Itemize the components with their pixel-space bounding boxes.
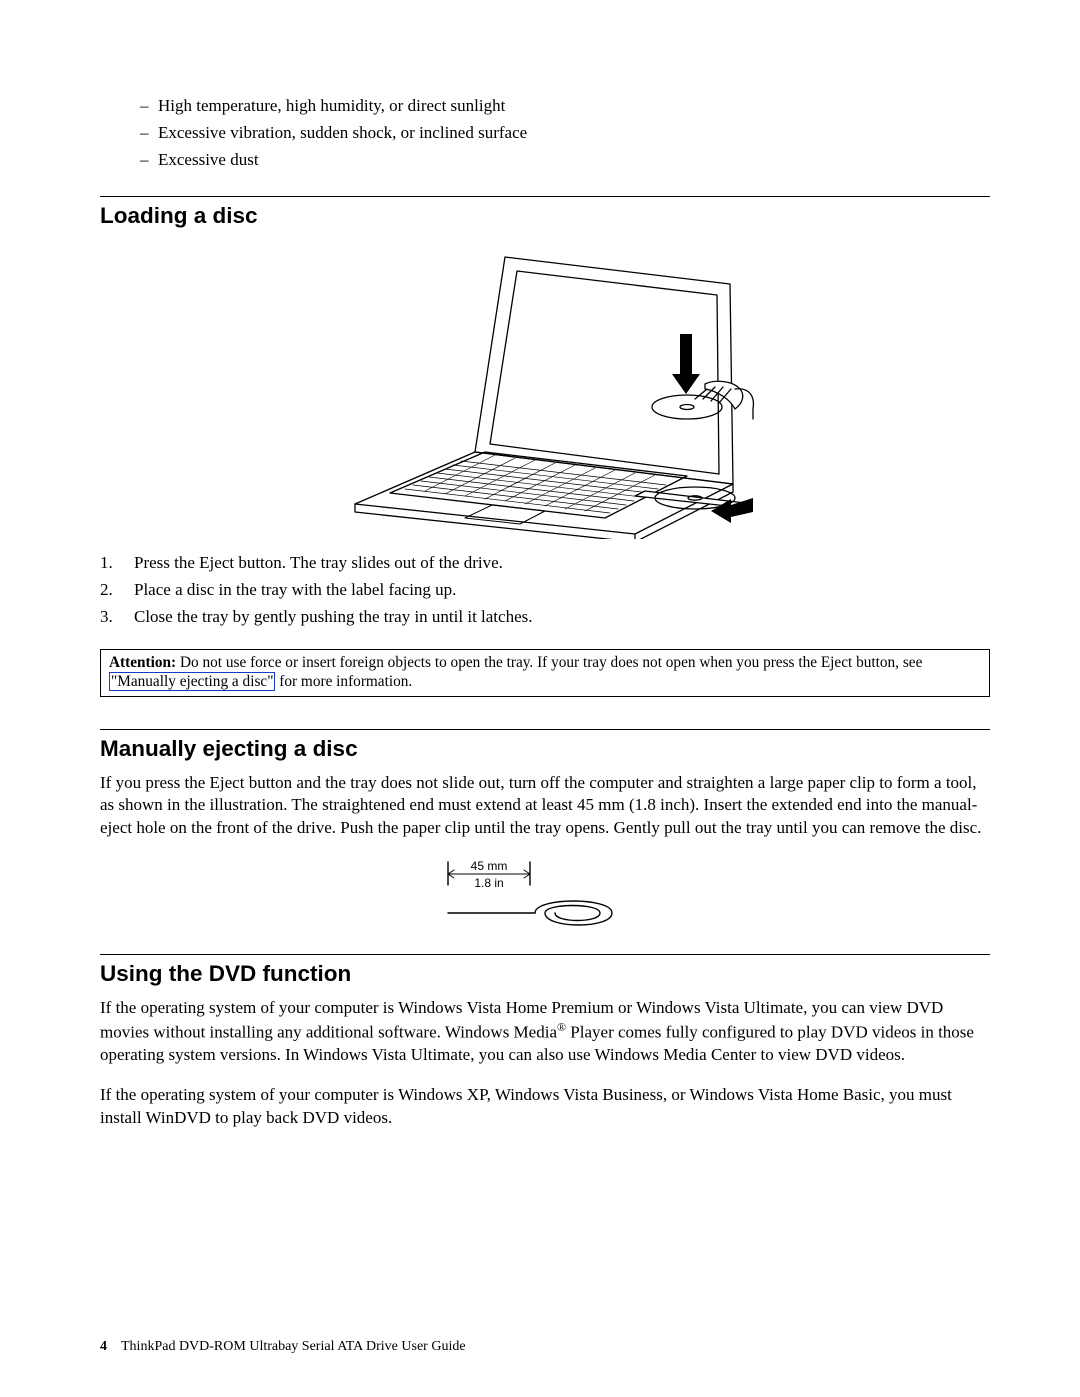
section-divider [100, 954, 990, 955]
bullet-item: High temperature, high humidity, or dire… [140, 95, 990, 118]
step-item: 1. Press the Eject button. The tray slide… [100, 552, 990, 575]
footer-title: ThinkPad DVD-ROM Ultrabay Serial ATA Dri… [121, 1339, 466, 1354]
manual-eject-paragraph: If you press the Eject button and the tr… [100, 772, 990, 839]
step-text: Close the tray by gently pushing the tra… [134, 607, 533, 626]
attention-callout: Attention: Do not use force or insert fo… [100, 649, 990, 697]
section-divider [100, 196, 990, 197]
attention-label: Attention: [109, 654, 176, 671]
step-item: 3. Close the tray by gently pushing the t… [100, 606, 990, 629]
step-item: 2. Place a disc in the tray with the labe… [100, 579, 990, 602]
heading-using-dvd: Using the DVD function [100, 961, 990, 987]
bullet-text: Excessive dust [158, 150, 259, 169]
step-number: 1. [100, 552, 124, 575]
bullet-item: Excessive vibration, sudden shock, or in… [140, 122, 990, 145]
step-number: 3. [100, 606, 124, 629]
registered-mark: ® [557, 1020, 566, 1034]
step-text: Place a disc in the tray with the label … [134, 580, 456, 599]
document-page: High temperature, high humidity, or dire… [0, 0, 1080, 1397]
attention-text-before: Do not use force or insert foreign objec… [176, 654, 922, 671]
precautions-bullet-list: High temperature, high humidity, or dire… [140, 95, 990, 172]
clip-label-mm: 45 mm [471, 859, 508, 873]
page-footer: 4 ThinkPad DVD-ROM Ultrabay Serial ATA Dr… [100, 1339, 466, 1355]
dvd-paragraph-1: If the operating system of your computer… [100, 997, 990, 1066]
step-number: 2. [100, 579, 124, 602]
paperclip-illustration: 45 mm 1.8 in [100, 857, 990, 940]
section-divider [100, 729, 990, 730]
dvd-paragraph-2: If the operating system of your computer… [100, 1084, 990, 1129]
clip-label-in: 1.8 in [474, 876, 503, 890]
heading-loading-a-disc: Loading a disc [100, 203, 990, 229]
cross-reference-link[interactable]: "Manually ejecting a disc" [109, 672, 275, 691]
step-text: Press the Eject button. The tray slides … [134, 553, 503, 572]
attention-text-after: for more information. [275, 673, 412, 690]
bullet-text: Excessive vibration, sudden shock, or in… [158, 123, 527, 142]
heading-manually-ejecting: Manually ejecting a disc [100, 736, 990, 762]
paperclip-svg: 45 mm 1.8 in [440, 857, 650, 935]
laptop-illustration [100, 239, 990, 544]
laptop-svg [335, 239, 755, 539]
bullet-item: Excessive dust [140, 149, 990, 172]
loading-steps-list: 1. Press the Eject button. The tray slide… [100, 552, 990, 629]
bullet-text: High temperature, high humidity, or dire… [158, 96, 505, 115]
page-number: 4 [100, 1339, 107, 1354]
